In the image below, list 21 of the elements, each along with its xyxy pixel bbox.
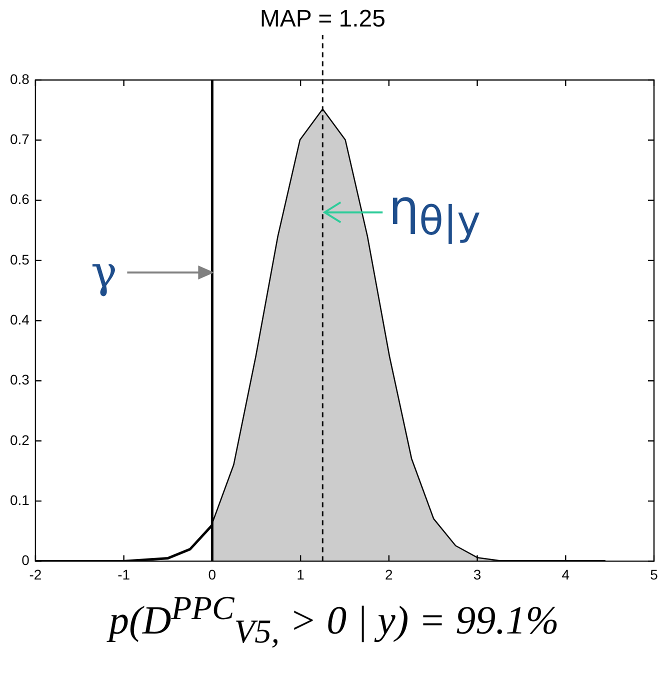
x-tick-label: -2: [29, 566, 42, 582]
y-tick-label: 0.3: [10, 372, 30, 388]
x-tick-label: -1: [118, 566, 130, 582]
y-tick-label: 0.4: [10, 311, 30, 328]
annotation: γ: [90, 246, 118, 298]
x-tick-label: 3: [473, 566, 482, 582]
text: p(D$^{PPC}$$_{V5,}$ > 0 | y) = 99.1%: [106, 590, 560, 652]
y-tick-label: 0.6: [10, 191, 30, 208]
y-tick-label: 0.1: [10, 492, 30, 508]
y-tick-label: 0.8: [10, 70, 30, 87]
y-tick-label: 0.5: [10, 251, 30, 268]
annotation: η$_{θ|y}$: [388, 180, 481, 245]
ref-line-label: MAP = 1.25: [260, 6, 386, 33]
x-tick-label: 1: [296, 566, 305, 582]
x-tick-label: 5: [650, 566, 658, 582]
y-tick-label: 0.7: [10, 131, 30, 148]
x-tick-label: 2: [385, 566, 394, 582]
x-tick-label: 0: [208, 566, 216, 582]
x-tick-label: 4: [562, 566, 570, 582]
y-tick-label: 0: [22, 552, 30, 568]
y-tick-label: 0.2: [10, 432, 30, 448]
